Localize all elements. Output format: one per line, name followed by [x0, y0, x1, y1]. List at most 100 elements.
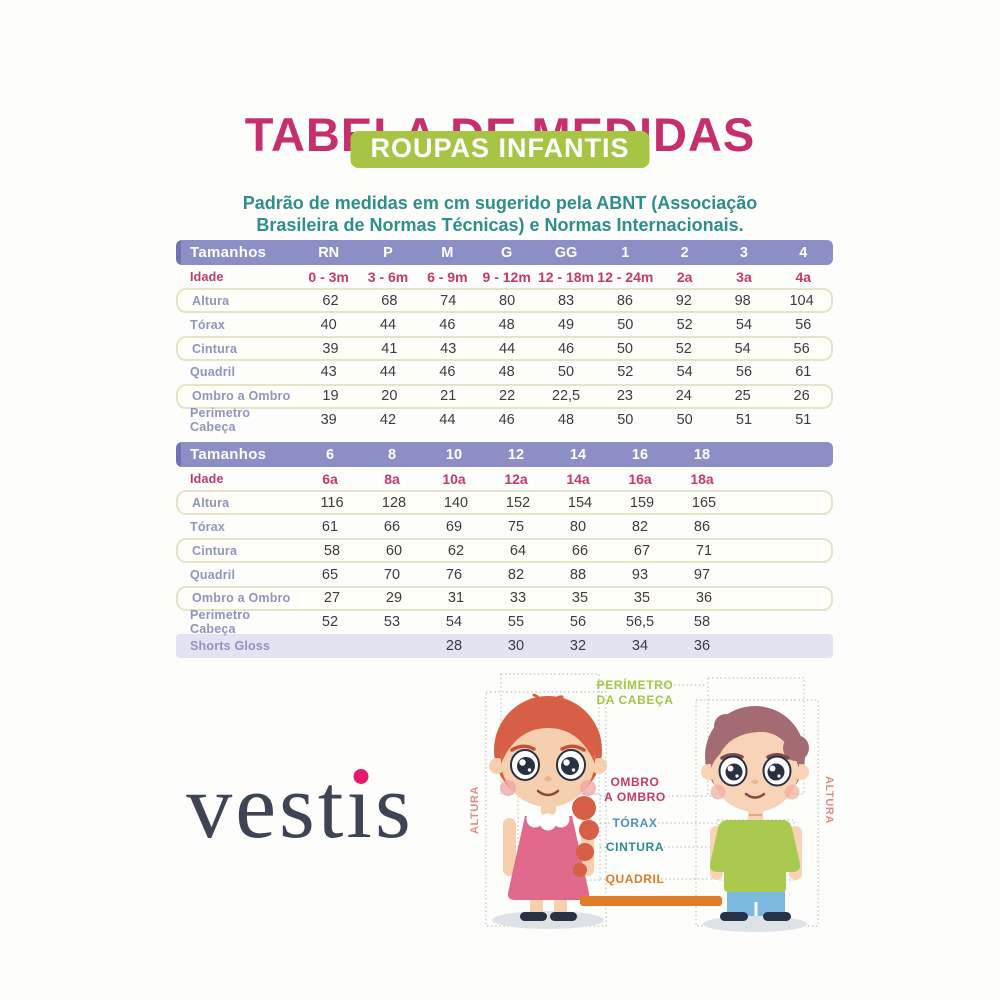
- girl-hair-strand: [550, 695, 564, 712]
- label-altura-left: ALTURA: [469, 786, 481, 834]
- girl-eye: [510, 749, 540, 781]
- table-cell: 54: [735, 316, 753, 333]
- table-cell: 66: [383, 518, 401, 535]
- table-cell: 67: [633, 542, 651, 559]
- table-cell: 24: [675, 388, 692, 405]
- girl-collar: [526, 810, 544, 828]
- row-label: Perimetro Cabeça: [190, 608, 251, 637]
- label-altura-right: ALTURA: [823, 776, 835, 824]
- column-header: P: [383, 244, 393, 261]
- row-label: Ombro a Ombro: [192, 389, 291, 404]
- table-cell: 80: [569, 518, 587, 535]
- label-shoulder-line1: OMBRO: [611, 775, 660, 789]
- table-cell: 39: [320, 412, 337, 429]
- logo-dot-icon: [353, 769, 369, 784]
- table-row: Cintura 39 41 43 44 46 50 52 54 56: [176, 336, 833, 361]
- boy-cheek: [710, 784, 726, 800]
- boy-eye: [718, 755, 748, 787]
- boy-shoe: [763, 912, 791, 921]
- row-label: Perimetro Cabeça: [190, 406, 251, 435]
- divider-bar: [580, 896, 722, 906]
- table-row: Cintura 58 60 62 64 66 67 71: [176, 538, 833, 563]
- table-cell: 86: [616, 292, 633, 309]
- girl-nose: [544, 776, 552, 782]
- boy-eye: [762, 755, 792, 787]
- table-cell: 52: [675, 340, 692, 357]
- table-cell: 39: [322, 340, 339, 357]
- table-cell: 30: [507, 637, 525, 654]
- table-cell: 75: [507, 518, 525, 535]
- kids-measurement-illustration: PERÍMETRO DA CABEÇA OMBRO A OMBRO TÓRAX …: [468, 668, 836, 952]
- table-cell: 82: [507, 566, 525, 583]
- row-label: Quadril: [190, 365, 236, 380]
- table-cell: 51: [735, 412, 753, 429]
- table-row: Tórax 40 44 46 48 49 50 52 54 56: [176, 313, 833, 336]
- table-cell: 27: [323, 590, 341, 607]
- table-cell: 68: [381, 292, 398, 309]
- table-cell: 97: [693, 566, 711, 583]
- table-cell: 18a: [690, 470, 714, 487]
- table-cell: 58: [323, 542, 341, 559]
- table-cell: 93: [631, 566, 649, 583]
- table-cell: 56: [795, 316, 812, 333]
- column-header: M: [441, 244, 454, 261]
- girl-braid: [572, 796, 596, 820]
- size-tables: Tamanhos RN P M G GG 1 2 3 4 Idade 0 - 3m 3 - 6m 6 - …: [176, 240, 833, 658]
- table-cell: 56: [793, 340, 810, 357]
- size-table-1: Tamanhos RN P M G GG 1 2 3 4 Idade 0 - 3m 3 - 6m 6 - …: [176, 240, 833, 435]
- size-table-header-label: Tamanhos: [190, 446, 267, 464]
- table-cell: 54: [734, 340, 751, 357]
- boy-shirt: [709, 820, 801, 892]
- girl-face: [501, 713, 595, 807]
- table-cell: 52: [676, 316, 693, 333]
- table-cell: 60: [385, 542, 403, 559]
- table-cell: 43: [440, 340, 457, 357]
- girl-height-dashed-box: [485, 691, 607, 927]
- boy-pants: [727, 886, 785, 916]
- table-cell: 23: [616, 388, 633, 405]
- girl-cheek: [500, 780, 516, 796]
- table-cell: 62: [447, 542, 465, 559]
- table-cell: 65: [321, 566, 339, 583]
- table-cell: 52: [617, 364, 634, 381]
- girl-hair-strand: [532, 693, 546, 712]
- girl-collar: [552, 810, 570, 828]
- boy-eyebrow: [766, 753, 790, 760]
- table-cell: 9 - 12m: [482, 268, 531, 285]
- table-cell: 61: [321, 518, 339, 535]
- table-cell: 70: [383, 566, 401, 583]
- size-table-header-label: Tamanhos: [190, 244, 267, 261]
- table-cell: 50: [676, 412, 693, 429]
- table-cell: 52: [321, 614, 339, 631]
- table-cell: 159: [629, 494, 655, 511]
- table-cell: 12 - 24m: [597, 268, 654, 285]
- label-cintura: CINTURA: [606, 840, 664, 854]
- boy-shoe: [720, 912, 748, 921]
- table-cell: 44: [379, 364, 397, 381]
- table-cell: 54: [445, 614, 463, 631]
- table-cell: 8a: [384, 470, 400, 487]
- table-cell: 61: [795, 364, 812, 381]
- column-header: 1: [621, 244, 630, 261]
- brand-logo: vest ı s: [186, 755, 414, 857]
- table-cell: 0 - 3m: [308, 268, 349, 285]
- row-label: Quadril: [190, 567, 236, 582]
- table-cell: 12a: [504, 470, 528, 487]
- boy-face: [711, 724, 799, 812]
- row-label: Cintura: [192, 341, 238, 356]
- column-header: GG: [554, 244, 578, 261]
- table-cell: 62: [322, 292, 339, 309]
- girl-shoe: [520, 912, 547, 921]
- table-cell: 28: [445, 637, 463, 654]
- table-cell: 29: [385, 590, 403, 607]
- table-cell: 16a: [628, 470, 652, 487]
- size-table-2: Tamanhos 6 8 10 12 14 16 18 Idade 6a 8a 10a 12a 14a 16…: [176, 442, 833, 658]
- column-header: 6: [325, 446, 335, 463]
- column-header: 12: [507, 446, 525, 463]
- table-row: Ombro a Ombro 19 20 21 22 22,5 23 24 25 26: [176, 384, 833, 409]
- table-cell: 54: [676, 364, 693, 381]
- girl-mouth: [536, 789, 560, 797]
- table-cell: 19: [322, 388, 339, 405]
- boy-nose: [751, 779, 759, 784]
- table-cell: 12 - 18m: [537, 268, 594, 285]
